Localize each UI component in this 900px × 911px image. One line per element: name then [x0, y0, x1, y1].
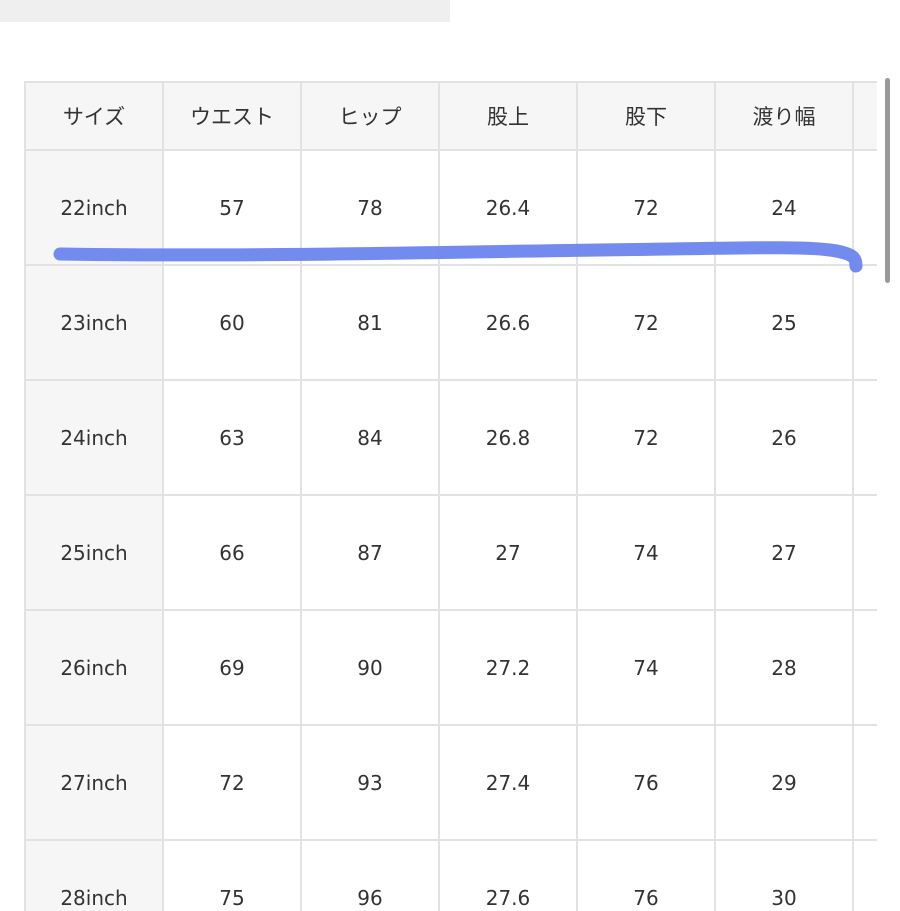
- cell-rise: 26.8: [438, 379, 578, 496]
- cell-thigh: 24: [714, 149, 854, 266]
- cell-hip: 90: [300, 609, 440, 726]
- cell-more: [852, 149, 877, 266]
- cell-rise: 27.2: [438, 609, 578, 726]
- cell-hip: 84: [300, 379, 440, 496]
- header-more: [852, 81, 877, 151]
- cell-hip: 96: [300, 839, 440, 911]
- cell-hip: 81: [300, 264, 440, 381]
- cell-inseam: 74: [576, 609, 716, 726]
- cell-waist: 60: [162, 264, 302, 381]
- cell-size: 25inch: [24, 494, 164, 611]
- header-size: サイズ: [24, 81, 164, 151]
- cell-size: 23inch: [24, 264, 164, 381]
- cell-hip: 93: [300, 724, 440, 841]
- table-row: 27inch 72 93 27.4 76 29: [24, 724, 877, 841]
- cell-inseam: 72: [576, 379, 716, 496]
- table-row: 24inch 63 84 26.8 72 26: [24, 379, 877, 496]
- cell-hip: 87: [300, 494, 440, 611]
- table-row: 26inch 69 90 27.2 74 28: [24, 609, 877, 726]
- cell-inseam: 74: [576, 494, 716, 611]
- cell-thigh: 26: [714, 379, 854, 496]
- size-chart-container[interactable]: サイズ ウエスト ヒップ 股上 股下 渡り幅 22inch 57 78 26.4 72 2…: [24, 81, 877, 911]
- cell-thigh: 28: [714, 609, 854, 726]
- cell-more: [852, 609, 877, 726]
- scrollbar-thumb[interactable]: [885, 78, 890, 283]
- header-rise: 股上: [438, 81, 578, 151]
- cell-size: 24inch: [24, 379, 164, 496]
- cell-thigh: 27: [714, 494, 854, 611]
- cell-more: [852, 379, 877, 496]
- header-row: サイズ ウエスト ヒップ 股上 股下 渡り幅: [24, 81, 877, 151]
- cell-more: [852, 494, 877, 611]
- table-row: 25inch 66 87 27 74 27: [24, 494, 877, 611]
- cell-size: 22inch: [24, 149, 164, 266]
- cell-thigh: 25: [714, 264, 854, 381]
- cell-rise: 26.6: [438, 264, 578, 381]
- cell-inseam: 76: [576, 839, 716, 911]
- table-row: 28inch 75 96 27.6 76 30: [24, 839, 877, 911]
- cell-rise: 27.6: [438, 839, 578, 911]
- header-waist: ウエスト: [162, 81, 302, 151]
- cell-inseam: 76: [576, 724, 716, 841]
- header-inseam: 股下: [576, 81, 716, 151]
- cell-waist: 72: [162, 724, 302, 841]
- cell-more: [852, 839, 877, 911]
- cell-size: 28inch: [24, 839, 164, 911]
- header-hip: ヒップ: [300, 81, 440, 151]
- cell-thigh: 30: [714, 839, 854, 911]
- table-row: 22inch 57 78 26.4 72 24: [24, 149, 877, 266]
- cell-more: [852, 264, 877, 381]
- table-row: 23inch 60 81 26.6 72 25: [24, 264, 877, 381]
- cell-inseam: 72: [576, 149, 716, 266]
- cell-size: 27inch: [24, 724, 164, 841]
- cell-hip: 78: [300, 149, 440, 266]
- cell-size: 26inch: [24, 609, 164, 726]
- cell-rise: 26.4: [438, 149, 578, 266]
- cell-thigh: 29: [714, 724, 854, 841]
- scrollbar[interactable]: [885, 78, 891, 288]
- cell-waist: 63: [162, 379, 302, 496]
- top-bar: [0, 0, 450, 22]
- cell-waist: 75: [162, 839, 302, 911]
- size-chart-table: サイズ ウエスト ヒップ 股上 股下 渡り幅 22inch 57 78 26.4 72 2…: [24, 81, 877, 911]
- cell-rise: 27: [438, 494, 578, 611]
- cell-more: [852, 724, 877, 841]
- cell-waist: 69: [162, 609, 302, 726]
- header-thigh: 渡り幅: [714, 81, 854, 151]
- cell-waist: 57: [162, 149, 302, 266]
- cell-waist: 66: [162, 494, 302, 611]
- cell-inseam: 72: [576, 264, 716, 381]
- cell-rise: 27.4: [438, 724, 578, 841]
